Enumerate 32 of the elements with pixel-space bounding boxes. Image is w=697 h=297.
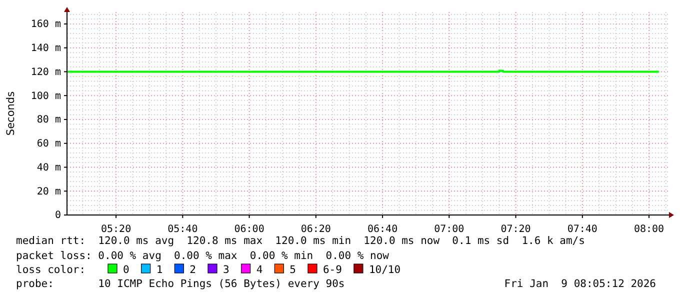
x-tick-label: 06:40 (367, 224, 398, 235)
legend-title: loss color: (16, 264, 86, 276)
y-tick-label: 100 m (30, 90, 61, 102)
legend-label: 5 (290, 264, 296, 276)
y-tick-label: 20 m (36, 186, 61, 198)
x-tick-label: 07:00 (434, 224, 464, 235)
legend-label: 6-9 (322, 264, 342, 276)
y-tick-label: 120 m (30, 66, 61, 78)
x-tick-label: 05:20 (100, 224, 132, 235)
y-tick-label: 60 m (36, 138, 61, 150)
legend-label: 3 (222, 264, 230, 276)
legend-label: 1 (156, 264, 163, 276)
x-tick-label: 06:00 (234, 224, 264, 235)
text: packet loss: 0.00 % avg 0.00 % max 0.00 % min 0.00 % now (16, 250, 390, 262)
legend-label: 0 (123, 264, 130, 276)
x-tick-label: 07:20 (500, 224, 531, 235)
y-tick-label: 160 m (30, 19, 61, 30)
x-tick-label: 05:40 (168, 224, 198, 235)
y-tick-label: 0 (54, 210, 61, 222)
legend-label: 10/10 (368, 264, 401, 276)
y-tick-label: 140 m (30, 43, 61, 54)
legend-label: 4 (256, 264, 263, 276)
x-tick-label: 07:40 (567, 224, 598, 235)
y-tick-label: 40 m (36, 162, 61, 174)
legend-label: 2 (190, 264, 196, 276)
text: probe: 10 ICMP Echo Pings (56 Bytes) every 90s (16, 278, 345, 290)
y-axis-title: Seconds (5, 91, 17, 136)
text: Fri Jan 9 08:05:12 2026 (504, 278, 656, 290)
y-tick-label: 80 m (36, 114, 61, 126)
x-tick-label: 06:20 (300, 224, 331, 235)
x-tick-label: 08:00 (634, 224, 664, 235)
text: median rtt: 120.0 ms avg 120.8 ms max 120.0 ms min 120.0 ms now 0.1 ms sd 1.6 k am/s (16, 235, 585, 247)
